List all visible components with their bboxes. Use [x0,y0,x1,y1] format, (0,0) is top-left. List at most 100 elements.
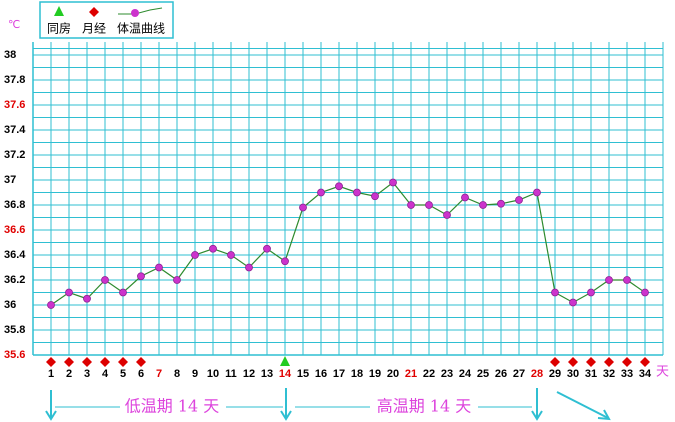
x-tick-label: 20 [387,368,399,380]
temperature-point [227,251,235,259]
y-tick-label: 35.8 [4,324,25,336]
temperature-point [605,276,613,284]
temperature-point [497,199,505,208]
temperature-point [551,288,559,297]
temperature-point [461,193,469,202]
x-tick-label: 23 [441,368,453,380]
x-tick-label: 10 [207,368,219,380]
x-tick-label: 27 [513,368,525,380]
event-marker [54,6,64,16]
temperature-point [155,263,163,272]
event-marker [280,356,290,366]
event-marker [46,357,56,367]
x-tick-label: 4 [102,368,109,380]
temperature-point [137,272,145,281]
temperature-point [569,298,577,307]
temperature-point [425,201,433,209]
x-tick-label: 24 [459,368,472,380]
x-tick-label: 15 [297,368,309,380]
event-marker [604,357,614,367]
x-tick-label: 1 [48,368,54,380]
y-tick-label: 36 [4,299,16,311]
event-marker [568,357,578,367]
temperature-point [101,276,109,284]
temperature-point [641,288,649,297]
event-marker [64,357,74,367]
temperature-point [335,182,343,191]
x-tick-label: 5 [120,368,126,380]
x-unit: 天 [656,365,669,380]
x-tick-label: 18 [351,368,363,380]
x-tick-label: 26 [495,368,507,380]
temperature-point [371,192,379,201]
temperature-point [533,188,541,197]
x-tick-label: 31 [585,368,597,380]
x-tick-label: 7 [156,368,162,380]
event-marker [622,357,632,367]
x-tick-label: 25 [477,368,489,380]
x-tick-label: 28 [531,368,543,380]
temperature-point [119,288,127,297]
y-unit: ℃ [8,18,20,31]
y-tick-label: 36.4 [4,249,26,261]
annotation: 高温期 14 天 [377,397,472,416]
y-tick-label: 36.2 [4,274,25,286]
x-tick-label: 13 [261,368,273,380]
temperature-point [353,188,361,197]
temperature-point [299,203,307,212]
x-tick-label: 33 [621,368,633,380]
y-tick-label: 36.8 [4,199,25,211]
temperature-point [191,251,199,259]
y-tick-label: 37.6 [4,99,25,111]
event-marker [550,357,560,367]
x-tick-label: 14 [279,368,292,380]
x-tick-label: 16 [315,368,327,380]
temperature-point [47,301,55,309]
event-marker [100,357,110,367]
legend-label: 月经 [82,22,106,36]
event-marker [136,357,146,367]
x-tick-label: 22 [423,368,435,380]
x-tick-label: 12 [243,368,255,380]
legend-label: 体温曲线 [117,22,165,36]
temperature-point [65,288,73,297]
temperature-point [173,276,181,284]
temperature-point [83,294,91,303]
event-marker [89,7,99,17]
legend-box [39,1,174,39]
y-tick-label: 35.6 [4,349,25,361]
x-tick-label: 9 [192,368,198,380]
temperature-point [587,288,595,297]
event-marker [586,357,596,367]
temperature-point [443,211,451,219]
temperature-point [245,263,253,272]
x-tick-label: 30 [567,368,579,380]
legend-line [118,7,163,15]
temperature-line [50,181,646,306]
x-tick-label: 6 [138,368,144,380]
x-tick-label: 8 [174,368,180,380]
y-tick-label: 37.8 [4,74,25,86]
y-tick-label: 36.6 [4,224,25,236]
temperature-point [479,201,487,209]
temperature-point [281,257,289,266]
legend-label: 同房 [47,21,71,36]
event-marker [82,357,92,367]
event-marker [118,357,128,367]
x-tick-label: 21 [405,368,417,380]
x-tick-label: 3 [84,368,90,380]
y-tick-label: 38 [4,49,16,61]
x-tick-label: 34 [639,368,652,380]
legend-marker [131,9,139,17]
x-tick-label: 17 [333,368,345,380]
phase-arrows [45,388,611,421]
annotation: 低温期 14 天 [125,397,220,416]
temperature-point [515,196,523,204]
y-tick-label: 37.2 [4,149,25,161]
temperature-point [317,188,325,197]
temperature-point [407,201,415,209]
y-tick-label: 37.4 [4,124,26,136]
temperature-point [623,276,631,284]
event-marker [640,357,650,367]
